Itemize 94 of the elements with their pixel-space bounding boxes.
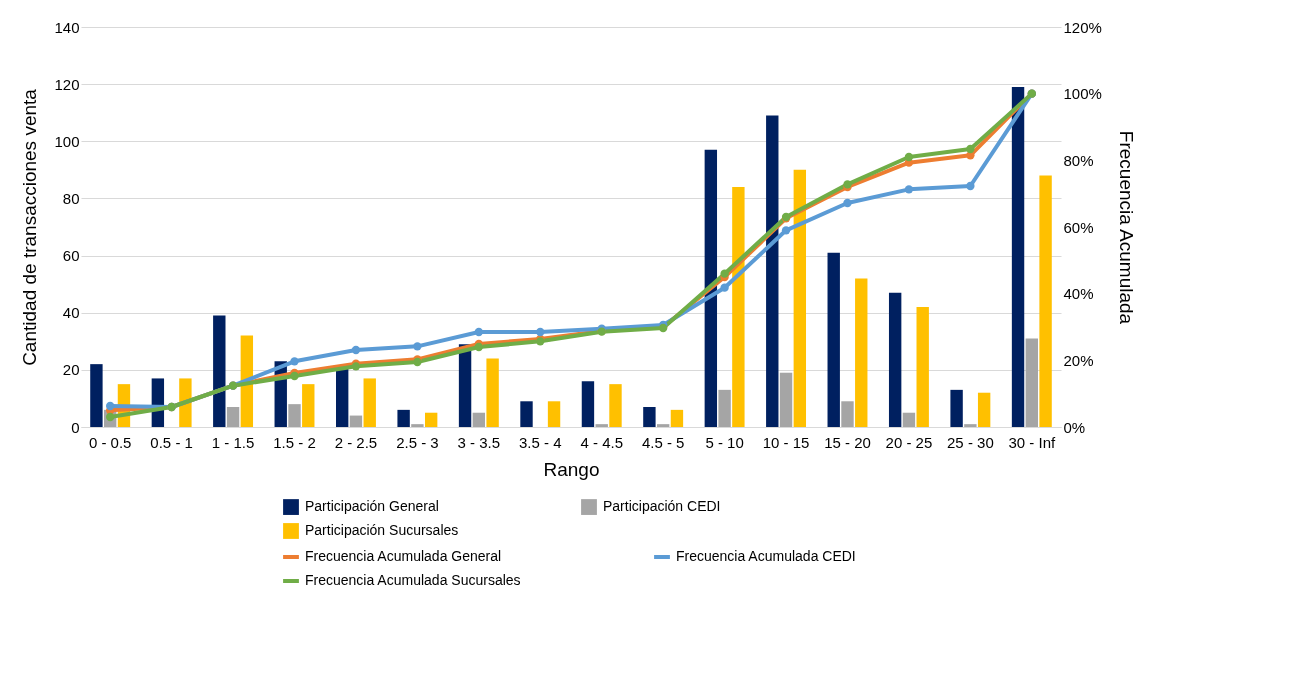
bar — [363, 378, 376, 427]
y-tick-label: 80 — [62, 189, 80, 207]
bar — [1039, 175, 1052, 427]
bar — [779, 372, 793, 427]
legend-label: Frecuencia Acumulada General — [305, 548, 502, 564]
legend-label: Frecuencia Acumulada CEDI — [676, 548, 856, 564]
x-tick-label: 3 - 3.5 — [457, 433, 501, 451]
x-tick-label: 4 - 4.5 — [580, 433, 623, 451]
y-axis-title: Cantidad de transacciones venta — [19, 88, 41, 366]
point — [843, 198, 852, 208]
y-tick-label: 60 — [62, 247, 80, 265]
y2-tick-label: 80% — [1063, 151, 1094, 169]
bar — [718, 389, 731, 427]
point — [720, 269, 729, 278]
bar — [902, 412, 916, 427]
point — [966, 181, 975, 191]
x-tick-label: 20 - 25 — [885, 433, 933, 451]
bar — [213, 315, 226, 427]
bar — [827, 252, 840, 427]
bar — [950, 389, 963, 427]
bar — [547, 401, 561, 427]
y-tick-label: 100 — [54, 132, 80, 150]
bar — [486, 358, 499, 427]
point — [904, 152, 914, 162]
bar — [656, 424, 670, 427]
bar — [793, 169, 807, 427]
bar — [841, 401, 854, 427]
bar — [411, 424, 424, 427]
bar — [670, 409, 684, 427]
bar — [302, 384, 315, 427]
y2-tick-label: 20% — [1063, 351, 1094, 369]
bar — [609, 384, 622, 427]
x-tick-label: 2.5 - 3 — [396, 433, 439, 451]
point — [351, 345, 361, 355]
point — [413, 342, 422, 351]
bar — [397, 409, 410, 427]
bar — [732, 187, 745, 427]
legend-label: Participación CEDI — [603, 498, 721, 515]
x-tick-label: 0.5 - 1 — [150, 433, 193, 451]
bar — [90, 364, 103, 427]
x-tick-label: 4.5 - 5 — [641, 433, 685, 451]
bar — [766, 115, 779, 427]
point — [290, 357, 299, 366]
bar — [595, 424, 608, 427]
bar — [964, 424, 977, 427]
legend-label: Participación General — [305, 498, 439, 515]
bar — [888, 292, 902, 427]
bar — [424, 412, 438, 427]
point — [781, 226, 791, 235]
y2-tick-label: 0% — [1063, 418, 1086, 436]
bar — [643, 407, 656, 427]
bar — [520, 401, 533, 427]
bar — [916, 307, 929, 427]
point — [474, 327, 484, 337]
point — [904, 185, 914, 194]
bar — [335, 367, 349, 427]
bar — [704, 149, 718, 427]
y-tick-label: 20 — [62, 361, 80, 379]
x-tick-label: 15 - 20 — [824, 433, 871, 451]
legend-label: Participación Sucursales — [305, 522, 459, 538]
point — [720, 283, 729, 292]
y2-tick-label: 120% — [1063, 18, 1102, 36]
y-tick-label: 120 — [54, 75, 80, 93]
y2-tick-label: 100% — [1063, 85, 1102, 103]
x-tick-label: 1.5 - 2 — [273, 433, 316, 451]
x-tick-label: 30 - Inf — [1008, 433, 1056, 451]
legend-label: Frecuencia Acumulada Sucursales — [305, 572, 521, 588]
x-tick-label: 1 - 1.5 — [211, 433, 255, 451]
point — [106, 401, 115, 411]
y2-tick-label: 60% — [1063, 218, 1094, 236]
x-axis-title: Rango — [543, 458, 600, 480]
bar — [977, 392, 991, 427]
y-tick-label: 40 — [62, 304, 80, 322]
x-tick-label: 3.5 - 4 — [519, 433, 562, 451]
bar — [288, 404, 301, 427]
y-tick-label: 0 — [71, 418, 80, 436]
x-tick-label: 10 - 15 — [762, 433, 810, 451]
y2-tick-label: 40% — [1063, 285, 1094, 303]
bar — [226, 407, 240, 427]
point — [536, 327, 545, 337]
bar — [349, 415, 363, 427]
point — [966, 144, 975, 154]
x-tick-label: 5 - 10 — [705, 433, 744, 451]
y2-axis-title: Frecuencia Acumulada — [1115, 130, 1137, 325]
bar — [855, 278, 868, 427]
bar — [179, 378, 192, 427]
y-tick-label: 140 — [54, 18, 80, 36]
bar — [472, 412, 486, 427]
bar — [1011, 87, 1025, 427]
bar — [1025, 338, 1039, 427]
x-tick-label: 2 - 2.5 — [334, 433, 378, 451]
bar — [581, 381, 595, 427]
x-tick-label: 0 - 0.5 — [88, 433, 132, 451]
x-tick-label: 25 - 30 — [947, 433, 994, 451]
